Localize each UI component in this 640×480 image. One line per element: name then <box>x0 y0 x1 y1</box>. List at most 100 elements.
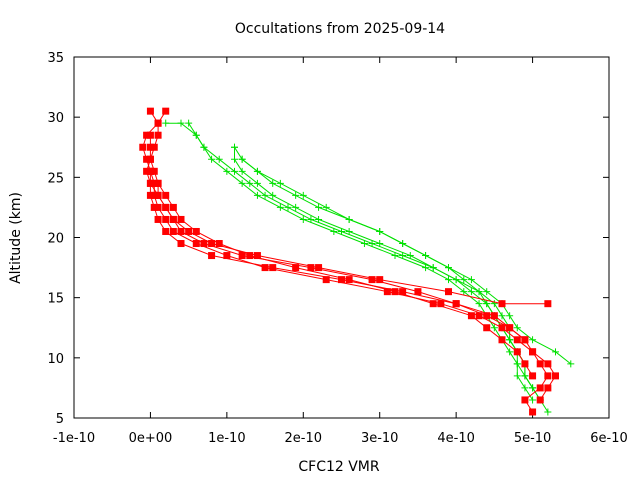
data-point <box>513 336 521 344</box>
data-point <box>146 167 154 175</box>
data-point <box>544 360 552 368</box>
data-point <box>529 384 537 392</box>
data-point <box>445 264 452 272</box>
data-point <box>498 336 506 344</box>
data-point <box>150 191 158 199</box>
data-point <box>376 276 384 284</box>
data-point <box>208 155 216 163</box>
x-tick-label: 4e-10 <box>437 431 475 446</box>
data-point <box>536 396 544 404</box>
data-point <box>544 372 552 380</box>
data-point <box>238 167 246 175</box>
data-point <box>146 179 154 187</box>
y-tick-label: 35 <box>47 51 64 66</box>
data-point <box>146 131 154 139</box>
data-point <box>445 288 452 296</box>
data-point <box>154 179 162 187</box>
data-point <box>513 348 521 356</box>
data-point <box>253 167 261 175</box>
data-point <box>208 252 216 260</box>
data-point <box>169 203 177 211</box>
data-point <box>498 312 506 320</box>
data-point <box>544 384 552 392</box>
data-point <box>521 336 529 344</box>
data-point <box>345 215 353 223</box>
data-point <box>231 155 238 163</box>
data-point <box>506 324 514 332</box>
data-point <box>376 240 384 248</box>
data-point <box>143 167 151 175</box>
data-point <box>238 155 246 163</box>
data-point <box>452 276 460 284</box>
data-point <box>521 384 529 392</box>
data-point <box>146 143 154 151</box>
data-point <box>154 119 162 127</box>
data-point <box>185 119 193 127</box>
series-line <box>165 122 534 401</box>
data-point <box>506 312 514 320</box>
ticks-layer: -1e-10 0e+00 1e-10 2e-10 3e-10 4e-10 5e-10 6e-1… <box>47 51 627 446</box>
series-red-9 <box>154 179 529 344</box>
data-point <box>529 372 537 380</box>
data-point <box>307 215 315 223</box>
data-point <box>215 240 223 248</box>
data-point <box>338 276 345 284</box>
x-tick-label: 0e+00 <box>129 431 173 446</box>
data-point <box>154 215 162 223</box>
data-point <box>238 179 246 187</box>
data-point <box>253 191 261 199</box>
data-point <box>529 348 537 356</box>
data-point <box>215 155 223 163</box>
data-point <box>483 288 491 296</box>
series-line <box>188 122 549 413</box>
data-point <box>150 143 158 151</box>
data-point <box>330 227 338 235</box>
data-point <box>177 240 185 248</box>
data-point <box>406 252 414 260</box>
series-red-8 <box>146 131 537 380</box>
data-point <box>460 276 468 284</box>
y-tick-label: 30 <box>47 111 64 126</box>
data-point <box>292 203 300 211</box>
x-axis-title: CFC12 VMR <box>298 459 380 475</box>
data-point <box>169 227 177 235</box>
series-layer <box>139 107 575 416</box>
data-point <box>162 203 170 211</box>
y-tick-label: 5 <box>56 412 64 427</box>
data-point <box>345 227 353 235</box>
data-point <box>143 131 151 139</box>
data-point <box>445 276 452 284</box>
data-point <box>529 336 537 344</box>
y-axis-title: Altitude (km) <box>8 192 24 284</box>
data-point <box>276 203 284 211</box>
data-point <box>246 179 254 187</box>
data-point <box>322 276 330 284</box>
data-point <box>139 143 147 151</box>
data-point <box>475 312 483 320</box>
data-point <box>169 215 177 223</box>
data-point <box>414 288 422 296</box>
data-point <box>208 240 216 248</box>
series-line <box>142 110 557 401</box>
data-point <box>231 143 238 151</box>
data-point <box>483 324 491 332</box>
data-point <box>177 227 185 235</box>
data-point <box>154 203 162 211</box>
data-point <box>536 360 544 368</box>
x-tick-label: -1e-10 <box>53 431 95 446</box>
data-point <box>383 288 391 296</box>
data-point <box>338 227 345 235</box>
data-point <box>177 215 185 223</box>
data-point <box>299 215 307 223</box>
data-point <box>544 408 552 416</box>
data-point <box>529 396 537 404</box>
series-line <box>241 158 541 401</box>
data-point <box>521 360 529 368</box>
data-point <box>521 396 529 404</box>
data-point <box>552 372 559 380</box>
x-tick-label: 5e-10 <box>514 431 552 446</box>
data-point <box>276 179 284 187</box>
data-point <box>269 264 277 272</box>
data-point <box>483 300 491 308</box>
